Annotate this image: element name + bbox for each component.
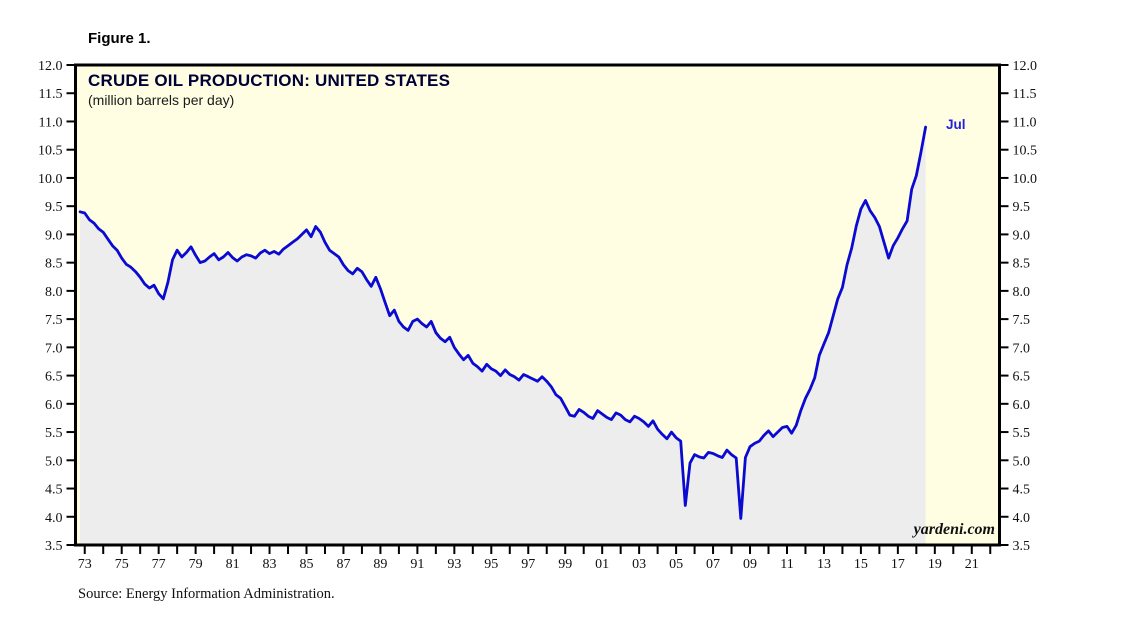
y-tick-label-left: 11.5 — [39, 87, 63, 102]
figure-label: Figure 1. — [88, 30, 151, 47]
x-tick-label: 73 — [78, 557, 92, 572]
x-tick-label: 95 — [484, 557, 498, 572]
x-tick-label: 89 — [373, 557, 387, 572]
y-tick-label-left: 6.0 — [45, 398, 63, 413]
last-point-annotation: Jul — [946, 117, 966, 132]
y-tick-label-right: 8.0 — [1013, 285, 1031, 300]
y-tick-label-left: 9.0 — [45, 228, 63, 243]
x-tick-label: 15 — [854, 557, 868, 572]
y-tick-label-left: 11.0 — [39, 115, 63, 130]
y-tick-label-left: 12.0 — [38, 59, 63, 74]
x-tick-label: 75 — [115, 557, 129, 572]
x-tick-label: 97 — [521, 557, 535, 572]
y-tick-label-right: 9.0 — [1013, 228, 1031, 243]
y-tick-label-left: 9.5 — [45, 200, 63, 215]
x-tick-label: 87 — [336, 557, 350, 572]
x-tick-label: 21 — [965, 557, 979, 572]
x-tick-label: 07 — [706, 557, 720, 572]
x-tick-label: 77 — [152, 557, 166, 572]
y-tick-label-right: 11.5 — [1013, 87, 1037, 102]
y-tick-label-left: 10.0 — [38, 172, 63, 187]
x-tick-label: 01 — [595, 557, 609, 572]
y-tick-label-left: 5.5 — [45, 426, 63, 441]
y-tick-label-right: 11.0 — [1013, 115, 1037, 130]
y-tick-label-right: 5.5 — [1013, 426, 1031, 441]
x-tick-label: 93 — [447, 557, 461, 572]
x-tick-label: 11 — [780, 557, 793, 572]
chart-subtitle: (million barrels per day) — [88, 92, 235, 108]
x-tick-label: 13 — [817, 557, 831, 572]
y-tick-label-right: 10.0 — [1013, 172, 1038, 187]
y-tick-label-left: 8.0 — [45, 285, 63, 300]
production-line — [78, 125, 927, 520]
y-tick-label-left: 7.0 — [45, 341, 63, 356]
x-tick-label: 17 — [891, 557, 905, 572]
y-tick-label-right: 12.0 — [1013, 59, 1038, 74]
y-tick-label-right: 10.5 — [1013, 144, 1038, 159]
x-tick-label: 79 — [189, 557, 203, 572]
chart-title: CRUDE OIL PRODUCTION: UNITED STATES — [88, 71, 451, 90]
x-tick-label: 85 — [300, 557, 314, 572]
y-tick-label-right: 4.5 — [1013, 483, 1031, 498]
y-tick-label-right: 9.5 — [1013, 200, 1031, 215]
source-note: Source: Energy Information Administratio… — [78, 586, 335, 602]
x-tick-label: 99 — [558, 557, 572, 572]
y-tick-label-left: 7.5 — [45, 313, 63, 328]
x-tick-label: 83 — [263, 557, 277, 572]
y-tick-label-left: 4.0 — [45, 511, 63, 526]
y-tick-label-right: 5.0 — [1013, 454, 1031, 469]
y-tick-label-left: 3.5 — [45, 539, 63, 554]
y-tick-label-right: 7.0 — [1013, 341, 1031, 356]
x-tick-label: 81 — [226, 557, 240, 572]
area-fill — [80, 127, 926, 545]
y-tick-label-left: 5.0 — [45, 454, 63, 469]
x-tick-label: 09 — [743, 557, 757, 572]
plot-frame — [74, 63, 1001, 547]
watermark-yardeni: yardeni.com — [913, 521, 995, 538]
y-tick-label-left: 10.5 — [38, 144, 63, 159]
y-tick-label-right: 3.5 — [1013, 539, 1031, 554]
y-tick-label-left: 6.5 — [45, 370, 63, 385]
x-tick-label: 91 — [410, 557, 424, 572]
x-tick-label: 05 — [669, 557, 683, 572]
x-tick-label: 03 — [632, 557, 646, 572]
y-tick-label-left: 8.5 — [45, 257, 63, 272]
y-tick-label-left: 4.5 — [45, 483, 63, 498]
y-tick-label-right: 6.5 — [1013, 370, 1031, 385]
y-tick-label-right: 7.5 — [1013, 313, 1031, 328]
y-tick-label-right: 4.0 — [1013, 511, 1031, 526]
y-tick-label-right: 6.0 — [1013, 398, 1031, 413]
x-tick-label: 19 — [928, 557, 942, 572]
y-tick-label-right: 8.5 — [1013, 257, 1031, 272]
